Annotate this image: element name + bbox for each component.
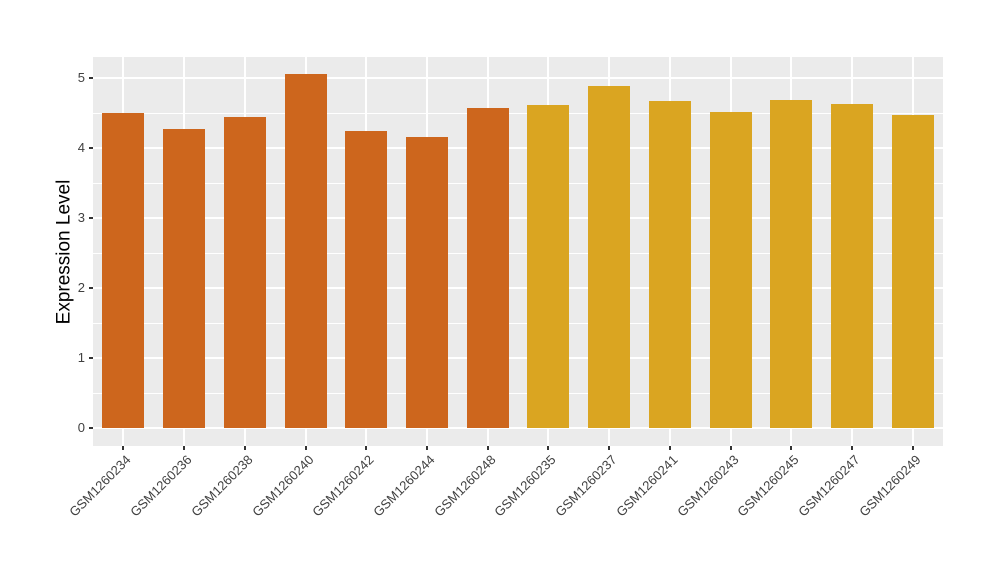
x-tick-label: GSM1260238 [188, 452, 256, 520]
bar-GSM1260244 [405, 136, 448, 429]
gridline-major [93, 77, 943, 80]
x-tick-label: GSM1260235 [491, 452, 559, 520]
x-tick-mark [304, 446, 307, 450]
x-tick-label: GSM1260249 [855, 452, 924, 520]
x-tick-label: GSM1260248 [430, 452, 499, 520]
gridline-major [93, 287, 943, 290]
y-tick-label: 4 [77, 140, 85, 156]
y-tick-mark [89, 287, 93, 290]
x-tick-mark [911, 446, 914, 450]
bar-GSM1260236 [163, 129, 206, 429]
x-tick-mark [243, 446, 246, 450]
y-tick-label: 1 [77, 350, 85, 366]
x-tick-label: GSM1260247 [795, 452, 863, 520]
x-tick-mark [425, 446, 428, 450]
gridline-minor [93, 392, 943, 394]
y-tick-label: 0 [77, 420, 85, 436]
x-tick-label: GSM1260236 [127, 452, 195, 520]
gridline-minor [93, 252, 943, 254]
bar-GSM1260238 [223, 116, 266, 429]
x-tick-label: GSM1260245 [734, 452, 802, 520]
x-tick-mark [608, 446, 611, 450]
bar-GSM1260247 [830, 103, 873, 429]
x-tick-mark [486, 446, 489, 450]
gridline-minor [93, 322, 943, 324]
bar-GSM1260240 [284, 73, 327, 429]
gridline-major [93, 217, 943, 220]
bar-GSM1260237 [588, 85, 631, 429]
gridline-major [93, 427, 943, 430]
bar-GSM1260242 [345, 130, 388, 429]
gridline-minor [93, 112, 943, 114]
x-tick-mark [850, 446, 853, 450]
y-tick-label: 5 [77, 70, 85, 86]
bar-GSM1260249 [891, 115, 934, 429]
x-tick-mark [365, 446, 368, 450]
x-tick-mark [183, 446, 186, 450]
x-tick-mark [122, 446, 125, 450]
bar-GSM1260245 [770, 99, 813, 429]
bar-GSM1260235 [527, 105, 570, 429]
y-tick-mark [89, 77, 93, 80]
x-tick-mark [668, 446, 671, 450]
x-tick-label: GSM1260234 [66, 452, 134, 520]
x-tick-label: GSM1260242 [309, 452, 377, 520]
x-tick-label: GSM1260241 [613, 452, 681, 520]
gridline-major [93, 357, 943, 360]
bar-GSM1260243 [709, 112, 752, 429]
x-tick-label: GSM1260243 [673, 452, 742, 520]
y-tick-mark [89, 147, 93, 150]
y-tick-mark [89, 217, 93, 220]
y-tick-label: 2 [77, 280, 85, 296]
x-tick-label: GSM1260237 [552, 452, 620, 520]
x-tick-mark [729, 446, 732, 450]
y-tick-mark [89, 357, 93, 360]
x-tick-mark [790, 446, 793, 450]
gridline-minor [93, 182, 943, 184]
y-tick-mark [89, 427, 93, 430]
bar-GSM1260234 [102, 113, 145, 429]
gridline-major [93, 147, 943, 150]
plot-panel [93, 57, 943, 446]
x-tick-label: GSM1260244 [370, 452, 438, 520]
y-tick-label: 3 [77, 210, 85, 226]
x-tick-mark [547, 446, 550, 450]
y-axis-title: Expression Level [53, 179, 75, 325]
x-tick-label: GSM1260240 [248, 452, 317, 520]
bar-GSM1260241 [648, 101, 691, 429]
bar-GSM1260248 [466, 108, 509, 429]
